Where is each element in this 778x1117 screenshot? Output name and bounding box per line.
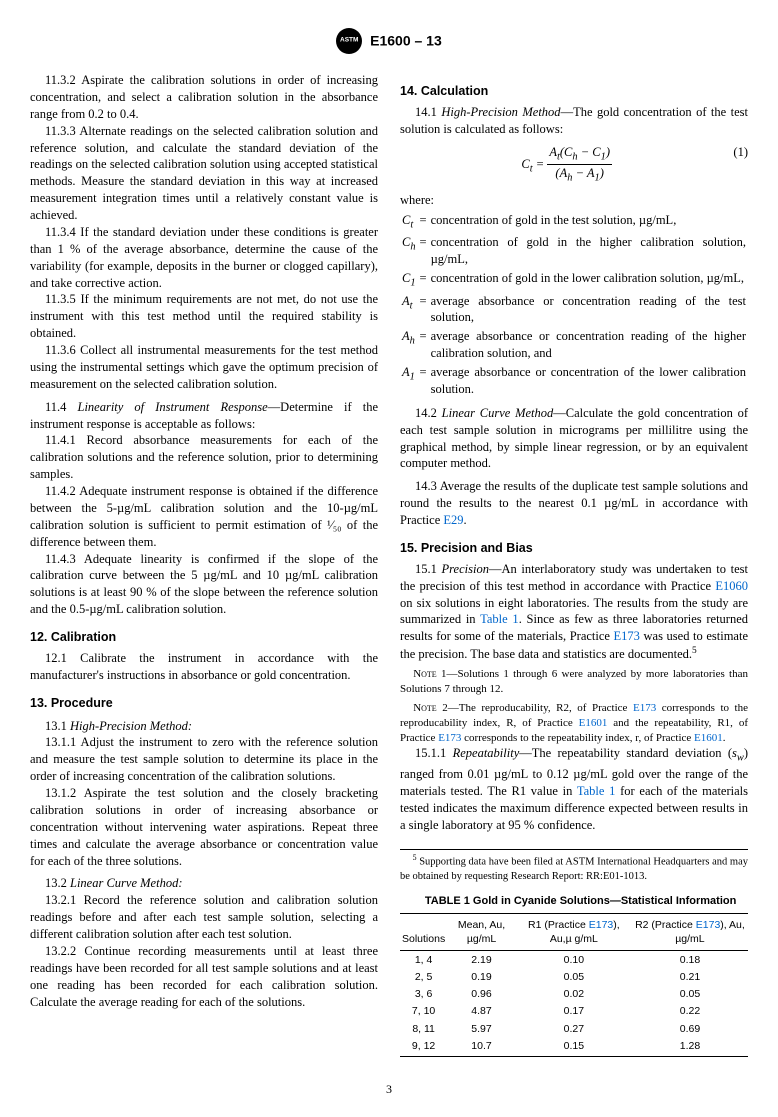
table-row: 7, 104.870.170.22: [400, 1003, 748, 1020]
where-list: Ct=concentration of gold in the test sol…: [400, 211, 748, 399]
para-13-2-1: 13.2.1 Record the reference solution and…: [30, 892, 378, 943]
para-11-3-2: 11.3.2 Aspirate the calibration solution…: [30, 72, 378, 123]
para-11-4-1: 11.4.1 Record absorbance measurements fo…: [30, 432, 378, 483]
table-row: 1, 42.190.100.18: [400, 951, 748, 969]
table-row: 3, 60.960.020.05: [400, 986, 748, 1003]
table-row: 2, 50.190.050.21: [400, 969, 748, 986]
page-number: 3: [30, 1081, 748, 1097]
note-2: Note 2—The reproducability, R2, of Pract…: [400, 701, 748, 746]
table-row: 9, 1210.70.151.28: [400, 1037, 748, 1056]
th-solutions: Solutions: [400, 914, 447, 951]
para-14-2: 14.2 Linear Curve Method—Calculate the g…: [400, 405, 748, 473]
section-15-heading: 15. Precision and Bias: [400, 540, 748, 557]
where-label: where:: [400, 192, 748, 209]
para-13-1-2: 13.1.2 Aspirate the test solution and th…: [30, 785, 378, 869]
para-11-3-5: 11.3.5 If the minimum requirements are n…: [30, 291, 378, 342]
page-header: E1600 – 13: [30, 28, 748, 54]
th-r1: R1 (Practice E173), Au,µ g/mL: [516, 914, 632, 951]
para-11-3-6: 11.3.6 Collect all instrumental measurem…: [30, 342, 378, 393]
para-11-4-2: 11.4.2 Adequate instrument response is o…: [30, 483, 378, 551]
ref-table1-b[interactable]: Table 1: [577, 784, 616, 798]
equation-1: (1) Ct = At(Ch − C1) (Ah − A1): [400, 144, 748, 186]
th-r2: R2 (Practice E173), Au, µg/mL: [632, 914, 748, 951]
para-11-3-3: 11.3.3 Alternate readings on the selecte…: [30, 123, 378, 224]
designation: E1600 – 13: [370, 33, 442, 49]
ref-e1060[interactable]: E1060: [715, 579, 748, 593]
para-11-4: 11.4 Linearity of Instrument Response—De…: [30, 399, 378, 433]
para-14-3: 14.3 Average the results of the duplicat…: [400, 478, 748, 529]
para-13-2-2: 13.2.2 Continue recording measurements u…: [30, 943, 378, 1011]
para-11-4-3: 11.4.3 Adequate linearity is confirmed i…: [30, 551, 378, 619]
table-1-title: TABLE 1 Gold in Cyanide Solutions—Statis…: [400, 894, 748, 909]
para-14-1: 14.1 High-Precision Method—The gold conc…: [400, 104, 748, 138]
astm-logo: [336, 28, 362, 54]
ref-e173-a[interactable]: E173: [614, 629, 640, 643]
section-12-heading: 12. Calibration: [30, 629, 378, 646]
para-15-1: 15.1 Precision—An interlaboratory study …: [400, 561, 748, 663]
para-13-1-1: 13.1.1 Adjust the instrument to zero wit…: [30, 734, 378, 785]
note-1: Note 1—Solutions 1 through 6 were analyz…: [400, 667, 748, 697]
footnote-5: 5 Supporting data have been filed at AST…: [400, 849, 748, 884]
para-13-1: 13.1 High-Precision Method:: [30, 718, 378, 735]
ref-table1[interactable]: Table 1: [480, 612, 519, 626]
section-14-heading: 14. Calculation: [400, 83, 748, 100]
para-12-1: 12.1 Calibrate the instrument in accorda…: [30, 650, 378, 684]
th-mean: Mean, Au, µg/mL: [447, 914, 516, 951]
section-13-heading: 13. Procedure: [30, 695, 378, 712]
ref-e29[interactable]: E29: [443, 513, 463, 527]
para-15-1-1: 15.1.1 Repeatability—The repeatability s…: [400, 745, 748, 833]
table-1: Solutions Mean, Au, µg/mL R1 (Practice E…: [400, 913, 748, 1057]
content-columns: 11.3.2 Aspirate the calibration solution…: [30, 72, 748, 1057]
table-row: 8, 115.970.270.69: [400, 1020, 748, 1037]
para-11-3-4: 11.3.4 If the standard deviation under t…: [30, 224, 378, 292]
para-13-2: 13.2 Linear Curve Method:: [30, 875, 378, 892]
